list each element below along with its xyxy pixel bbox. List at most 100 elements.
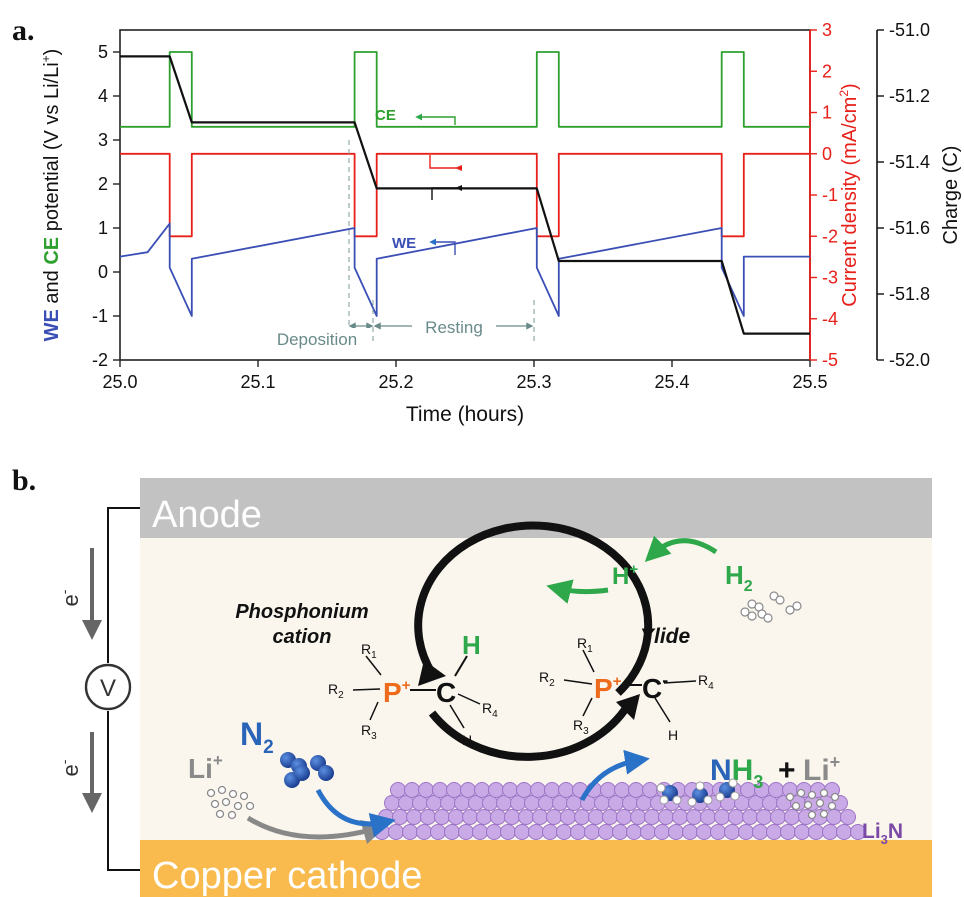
li3n-atom	[486, 824, 502, 840]
y-right-current-label: Current density (mA/cm2)	[837, 83, 861, 306]
deposition-label: Deposition	[277, 330, 357, 349]
charge-arrow	[431, 187, 458, 200]
li3n-atom	[388, 824, 404, 840]
y-right-charge-tick-label: -51.4	[889, 152, 930, 172]
y-right-current-tick-label: -1	[822, 185, 838, 205]
anode-label: Anode	[152, 494, 262, 536]
electron-label-bottom: e-	[56, 759, 83, 776]
y-right-charge-tick-label: -52.0	[889, 350, 930, 370]
series-line-charge	[120, 55, 810, 335]
li3n-atom	[418, 782, 434, 798]
li3n-atom	[514, 824, 530, 840]
li3n-atom	[516, 782, 532, 798]
ylide-molecule: P+ C- H R1 R2 R3 R4	[539, 635, 714, 743]
lithium-ion-label-right: Li+	[803, 752, 840, 787]
y-left-tick-label: -1	[92, 306, 108, 326]
lithium-ions-left-icon	[206, 785, 255, 820]
y-left-axis-label: WE and CE potential (V vs Li/Li+)	[39, 49, 63, 342]
li3n-atom	[544, 782, 560, 798]
nitrogen-flow-arrow	[315, 788, 396, 838]
r1-group: R1	[361, 641, 377, 661]
current-arrowhead	[455, 165, 462, 171]
panel-a-label: a.	[12, 14, 35, 47]
li3n-atom	[504, 809, 520, 825]
lithium-ion-label-left: Li+	[188, 751, 223, 784]
li3n-atom	[850, 824, 866, 840]
li3n-atom	[644, 809, 660, 825]
li3n-atom	[420, 809, 436, 825]
proton-transfer-arrow	[546, 579, 609, 604]
li3n-atom	[404, 782, 420, 798]
li3n-atom	[626, 824, 642, 840]
li3n-atom	[588, 809, 604, 825]
carbon-atom: C	[436, 677, 456, 708]
we-arrow	[429, 238, 456, 255]
y-left-tick-label: 5	[98, 42, 108, 62]
li3n-atom	[390, 782, 406, 798]
resting-label: Resting	[425, 318, 483, 337]
li3n-atom	[584, 824, 600, 840]
y-left-tick-label: 2	[98, 174, 108, 194]
li3n-atom	[532, 809, 548, 825]
li3n-atom	[416, 824, 432, 840]
li3n-atom	[600, 782, 616, 798]
ylide-r4-group: R4	[698, 672, 714, 692]
li3n-atom	[682, 824, 698, 840]
y-left-tick-label: 4	[98, 86, 108, 106]
li3n-atom	[766, 824, 782, 840]
li3n-atom	[642, 782, 658, 798]
y-right-current-tick-label: -2	[822, 226, 838, 246]
li3n-atom	[474, 782, 490, 798]
li3n-atom	[836, 824, 852, 840]
ce-annotation: CE	[375, 107, 396, 124]
li3n-atom	[432, 782, 448, 798]
ce-arrow	[415, 113, 456, 125]
charge-arrowhead	[455, 185, 462, 191]
lithium-flow-arrow	[246, 815, 388, 845]
y-right-charge-label: Charge (C)	[940, 146, 962, 245]
x-tick-label: 25.4	[654, 372, 689, 392]
y-right-charge-tick-label: -51.8	[889, 284, 930, 304]
y-right-charge-tick-label: -51.6	[889, 218, 930, 238]
we-annotation: WE	[392, 235, 416, 252]
li3n-atom	[448, 809, 464, 825]
li3n-atom	[616, 809, 632, 825]
li3n-atom	[738, 824, 754, 840]
nitrogen-molecules-icon	[280, 752, 334, 788]
li3n-atom	[430, 824, 446, 840]
panel-b-diagram: b. Anode Copper cathode V e- e- Li3N H+ …	[12, 464, 932, 897]
li3n-atom	[518, 809, 534, 825]
li3n-atom	[392, 809, 408, 825]
ylide-carbanion: C-	[642, 670, 668, 704]
resting-label-bg	[412, 316, 496, 338]
y-right-current-tick-label: 3	[822, 20, 832, 40]
li3n-atom	[490, 809, 506, 825]
ylide-phosphorus-atom: P+	[594, 673, 622, 704]
li3n-atom	[476, 809, 492, 825]
current-arrow	[429, 155, 460, 169]
ammonia-molecules-icon	[656, 778, 740, 807]
x-tick-label: 25.3	[516, 372, 551, 392]
deposition-label-bg	[264, 328, 370, 350]
cycle-arc-bottom	[428, 702, 632, 761]
li3n-atom	[614, 782, 630, 798]
li3n-atom	[724, 824, 740, 840]
panel-b-label: b.	[12, 464, 36, 497]
li3n-atom	[668, 824, 684, 840]
li3n-atom	[794, 824, 810, 840]
y-right-current-tick-label: 2	[822, 61, 832, 81]
y-right-current-tick-label: 1	[822, 103, 832, 123]
li3n-atom	[434, 809, 450, 825]
li3n-atom	[446, 782, 462, 798]
proton-label: H+	[612, 561, 638, 590]
lithium-ions-right-icon	[785, 788, 840, 820]
r4-group: R4	[482, 700, 498, 720]
li3n-atom	[672, 809, 688, 825]
y-left-tick-label: 3	[98, 130, 108, 150]
voltmeter-label: V	[100, 675, 116, 702]
li3n-atom	[488, 782, 504, 798]
li3n-atom	[628, 782, 644, 798]
li3n-atom	[598, 824, 614, 840]
x-tick-label: 25.1	[240, 372, 275, 392]
li3n-label: Li3N	[862, 820, 903, 847]
